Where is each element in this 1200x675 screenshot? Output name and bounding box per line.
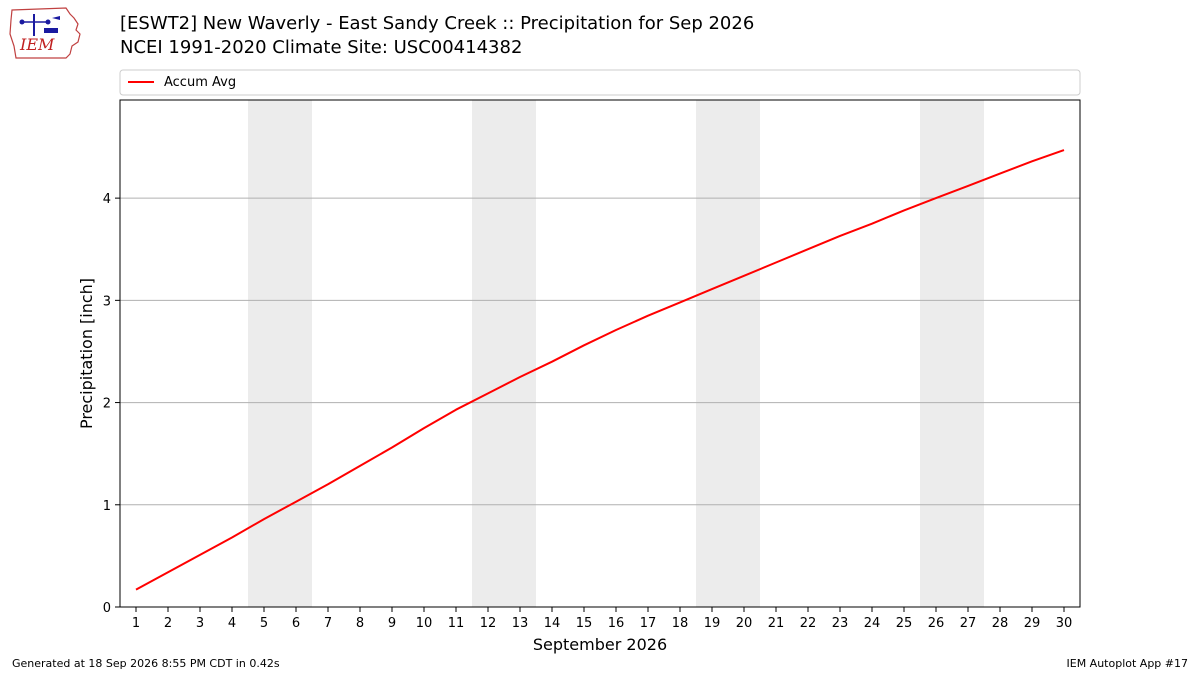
weekend-band [920,100,984,607]
generated-note: Generated at 18 Sep 2026 8:55 PM CDT in … [12,657,280,670]
x-axis-ticks: 1 2 3 4 5 6 7 8 9 10 11 12 13 14 15 16 17 18 19 20 21 22 23 24 2… [132,607,1072,631]
weekend-band [472,100,536,607]
y-tick-label: 0 [103,601,111,616]
x-tick-label: 2 [164,616,172,631]
x-tick-label: 6 [292,616,300,631]
y-tick-label: 4 [103,192,111,207]
y-tick-label: 2 [103,397,111,412]
x-tick-label: 7 [324,616,332,631]
x-tick-label: 12 [480,616,497,631]
x-tick-label: 25 [896,616,913,631]
logo-text: IEM [19,35,55,54]
x-tick-label: 20 [736,616,753,631]
x-tick-label: 18 [672,616,689,631]
y-axis-ticks: 0 1 2 3 4 [103,192,120,616]
series-group [135,149,1065,591]
x-tick-label: 24 [864,616,881,631]
x-tick-label: 28 [992,616,1009,631]
legend: Accum Avg [119,69,1081,96]
iem-logo: IEM [9,7,81,59]
x-tick-label: 23 [832,616,849,631]
x-tick-label: 13 [512,616,529,631]
legend-label: Accum Avg [164,75,236,90]
x-tick-label: 27 [960,616,977,631]
app-label: IEM Autoplot App #17 [1066,657,1189,670]
chart-title: [ESWT2] New Waverly - East Sandy Creek :… [120,13,755,34]
x-tick-label: 14 [544,616,561,631]
legend-box [119,69,1081,96]
weekend-shading-group [248,100,984,607]
weekend-band [248,100,312,607]
x-axis-label: September 2026 [533,635,667,654]
y-tick-label: 3 [103,294,111,309]
x-tick-label: 16 [608,616,625,631]
x-tick-label: 19 [704,616,721,631]
x-tick-label: 29 [1024,616,1041,631]
x-tick-label: 17 [640,616,657,631]
weekend-band [696,100,760,607]
x-tick-label: 15 [576,616,593,631]
chart-subtitle: NCEI 1991-2020 Climate Site: USC00414382 [120,37,523,58]
x-tick-label: 9 [388,616,396,631]
x-tick-label: 5 [260,616,268,631]
gridlines-group [120,197,1080,506]
x-tick-label: 8 [356,616,364,631]
y-axis-label: Precipitation [inch] [77,278,96,429]
x-tick-label: 22 [800,616,817,631]
y-tick-label: 1 [103,499,111,514]
plot-frame [119,99,1081,608]
x-tick-label: 26 [928,616,945,631]
x-tick-label: 1 [132,616,140,631]
x-tick-label: 21 [768,616,785,631]
x-tick-label: 30 [1056,616,1073,631]
x-tick-label: 11 [448,616,465,631]
iowa-outline-icon [9,7,81,59]
series-line-accum-avg [135,149,1065,591]
x-tick-label: 4 [228,616,236,631]
x-tick-label: 3 [196,616,204,631]
x-tick-label: 10 [416,616,433,631]
